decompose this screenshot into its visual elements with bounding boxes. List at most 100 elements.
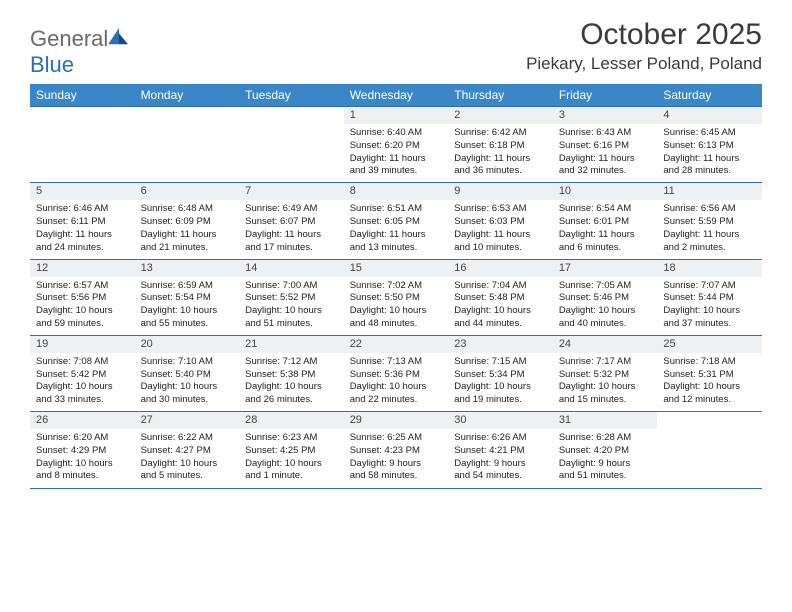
- sunset-text: Sunset: 6:20 PM: [350, 140, 443, 153]
- sunrise-text: Sunrise: 6:46 AM: [36, 203, 129, 216]
- day-number: 4: [657, 107, 762, 124]
- calendar-cell: 11Sunrise: 6:56 AMSunset: 5:59 PMDayligh…: [657, 183, 762, 259]
- sunset-text: Sunset: 4:25 PM: [245, 445, 338, 458]
- daylight-line1: Daylight: 11 hours: [245, 229, 338, 242]
- calendar-cell: 4Sunrise: 6:45 AMSunset: 6:13 PMDaylight…: [657, 107, 762, 183]
- daylight-line2: and 30 minutes.: [141, 394, 234, 407]
- day-number: 10: [553, 183, 658, 200]
- daylight-line1: Daylight: 10 hours: [663, 381, 756, 394]
- daylight-line1: Daylight: 9 hours: [454, 458, 547, 471]
- calendar-cell: 21Sunrise: 7:12 AMSunset: 5:38 PMDayligh…: [239, 335, 344, 411]
- sunrise-text: Sunrise: 6:22 AM: [141, 432, 234, 445]
- daylight-line2: and 21 minutes.: [141, 242, 234, 255]
- day-number: 7: [239, 183, 344, 200]
- daylight-line2: and 32 minutes.: [559, 165, 652, 178]
- sunset-text: Sunset: 5:56 PM: [36, 292, 129, 305]
- sunset-text: Sunset: 6:16 PM: [559, 140, 652, 153]
- title-block: October 2025 Piekary, Lesser Poland, Pol…: [526, 18, 762, 74]
- daylight-line1: Daylight: 11 hours: [36, 229, 129, 242]
- calendar-table: SundayMondayTuesdayWednesdayThursdayFrid…: [30, 84, 762, 488]
- daylight-line1: Daylight: 10 hours: [245, 305, 338, 318]
- daylight-line2: and 19 minutes.: [454, 394, 547, 407]
- sunset-text: Sunset: 5:42 PM: [36, 369, 129, 382]
- sunrise-text: Sunrise: 6:42 AM: [454, 127, 547, 140]
- month-title: October 2025: [526, 18, 762, 52]
- daylight-line1: Daylight: 10 hours: [141, 458, 234, 471]
- calendar-week-row: 5Sunrise: 6:46 AMSunset: 6:11 PMDaylight…: [30, 183, 762, 259]
- calendar-cell: 29Sunrise: 6:25 AMSunset: 4:23 PMDayligh…: [344, 412, 449, 488]
- daylight-line1: Daylight: 11 hours: [559, 153, 652, 166]
- day-body: Sunrise: 6:42 AMSunset: 6:18 PMDaylight:…: [448, 124, 553, 182]
- calendar-cell: 14Sunrise: 7:00 AMSunset: 5:52 PMDayligh…: [239, 259, 344, 335]
- day-number: 6: [135, 183, 240, 200]
- day-number: 14: [239, 260, 344, 277]
- sunset-text: Sunset: 5:48 PM: [454, 292, 547, 305]
- day-body: Sunrise: 6:48 AMSunset: 6:09 PMDaylight:…: [135, 200, 240, 258]
- sunset-text: Sunset: 6:07 PM: [245, 216, 338, 229]
- location-text: Piekary, Lesser Poland, Poland: [526, 54, 762, 74]
- daylight-line2: and 39 minutes.: [350, 165, 443, 178]
- weekday-row: SundayMondayTuesdayWednesdayThursdayFrid…: [30, 84, 762, 107]
- sunset-text: Sunset: 4:21 PM: [454, 445, 547, 458]
- calendar-week-row: 12Sunrise: 6:57 AMSunset: 5:56 PMDayligh…: [30, 259, 762, 335]
- day-body: Sunrise: 6:26 AMSunset: 4:21 PMDaylight:…: [448, 429, 553, 487]
- day-body: Sunrise: 7:07 AMSunset: 5:44 PMDaylight:…: [657, 277, 762, 335]
- calendar-cell: 8Sunrise: 6:51 AMSunset: 6:05 PMDaylight…: [344, 183, 449, 259]
- day-body: Sunrise: 7:00 AMSunset: 5:52 PMDaylight:…: [239, 277, 344, 335]
- day-body: Sunrise: 7:02 AMSunset: 5:50 PMDaylight:…: [344, 277, 449, 335]
- sunrise-text: Sunrise: 6:49 AM: [245, 203, 338, 216]
- sunrise-text: Sunrise: 7:04 AM: [454, 280, 547, 293]
- daylight-line1: Daylight: 11 hours: [454, 229, 547, 242]
- sunset-text: Sunset: 5:32 PM: [559, 369, 652, 382]
- daylight-line2: and 36 minutes.: [454, 165, 547, 178]
- daylight-line1: Daylight: 10 hours: [36, 305, 129, 318]
- sunset-text: Sunset: 4:27 PM: [141, 445, 234, 458]
- day-number: 13: [135, 260, 240, 277]
- daylight-line2: and 33 minutes.: [36, 394, 129, 407]
- calendar-cell: 6Sunrise: 6:48 AMSunset: 6:09 PMDaylight…: [135, 183, 240, 259]
- sunrise-text: Sunrise: 6:45 AM: [663, 127, 756, 140]
- calendar-cell: 9Sunrise: 6:53 AMSunset: 6:03 PMDaylight…: [448, 183, 553, 259]
- logo-text: General Blue: [30, 26, 130, 78]
- day-number: 20: [135, 336, 240, 353]
- weekday-header: Sunday: [30, 84, 135, 107]
- daylight-line2: and 55 minutes.: [141, 318, 234, 331]
- calendar-cell: 20Sunrise: 7:10 AMSunset: 5:40 PMDayligh…: [135, 335, 240, 411]
- daylight-line1: Daylight: 11 hours: [663, 229, 756, 242]
- sunset-text: Sunset: 5:40 PM: [141, 369, 234, 382]
- calendar-cell: 7 Sunrise: 6:49 AMSunset: 6:07 PMDaylight…: [239, 183, 344, 259]
- day-number: 31: [553, 412, 658, 429]
- day-body: Sunrise: 6:51 AMSunset: 6:05 PMDaylight:…: [344, 200, 449, 258]
- sunset-text: Sunset: 5:52 PM: [245, 292, 338, 305]
- calendar-cell: 22Sunrise: 7:13 AMSunset: 5:36 PMDayligh…: [344, 335, 449, 411]
- daylight-line2: and 12 minutes.: [663, 394, 756, 407]
- day-body: Sunrise: 6:56 AMSunset: 5:59 PMDaylight:…: [657, 200, 762, 258]
- daylight-line1: Daylight: 11 hours: [350, 229, 443, 242]
- day-body: Sunrise: 7:18 AMSunset: 5:31 PMDaylight:…: [657, 353, 762, 411]
- day-number: 3: [553, 107, 658, 124]
- sunrise-text: Sunrise: 6:56 AM: [663, 203, 756, 216]
- daylight-line1: Daylight: 10 hours: [36, 458, 129, 471]
- daylight-line1: Daylight: 9 hours: [350, 458, 443, 471]
- sunrise-text: Sunrise: 6:53 AM: [454, 203, 547, 216]
- day-number: 22: [344, 336, 449, 353]
- sunrise-text: Sunrise: 6:20 AM: [36, 432, 129, 445]
- calendar-cell: 15Sunrise: 7:02 AMSunset: 5:50 PMDayligh…: [344, 259, 449, 335]
- day-body: Sunrise: 6:46 AMSunset: 6:11 PMDaylight:…: [30, 200, 135, 258]
- day-body: Sunrise: 7:04 AMSunset: 5:48 PMDaylight:…: [448, 277, 553, 335]
- sunrise-text: Sunrise: 6:48 AM: [141, 203, 234, 216]
- daylight-line1: Daylight: 10 hours: [559, 305, 652, 318]
- day-number: 19: [30, 336, 135, 353]
- daylight-line1: Daylight: 11 hours: [141, 229, 234, 242]
- day-number: 15: [344, 260, 449, 277]
- day-body: Sunrise: 7:10 AMSunset: 5:40 PMDaylight:…: [135, 353, 240, 411]
- weekday-header: Monday: [135, 84, 240, 107]
- daylight-line2: and 5 minutes.: [141, 470, 234, 483]
- calendar-cell: 17Sunrise: 7:05 AMSunset: 5:46 PMDayligh…: [553, 259, 658, 335]
- daylight-line1: Daylight: 11 hours: [350, 153, 443, 166]
- weekday-header: Wednesday: [344, 84, 449, 107]
- day-number: 26: [30, 412, 135, 429]
- calendar-week-row: 26Sunrise: 6:20 AMSunset: 4:29 PMDayligh…: [30, 412, 762, 488]
- day-body: Sunrise: 7:05 AMSunset: 5:46 PMDaylight:…: [553, 277, 658, 335]
- daylight-line1: Daylight: 10 hours: [36, 381, 129, 394]
